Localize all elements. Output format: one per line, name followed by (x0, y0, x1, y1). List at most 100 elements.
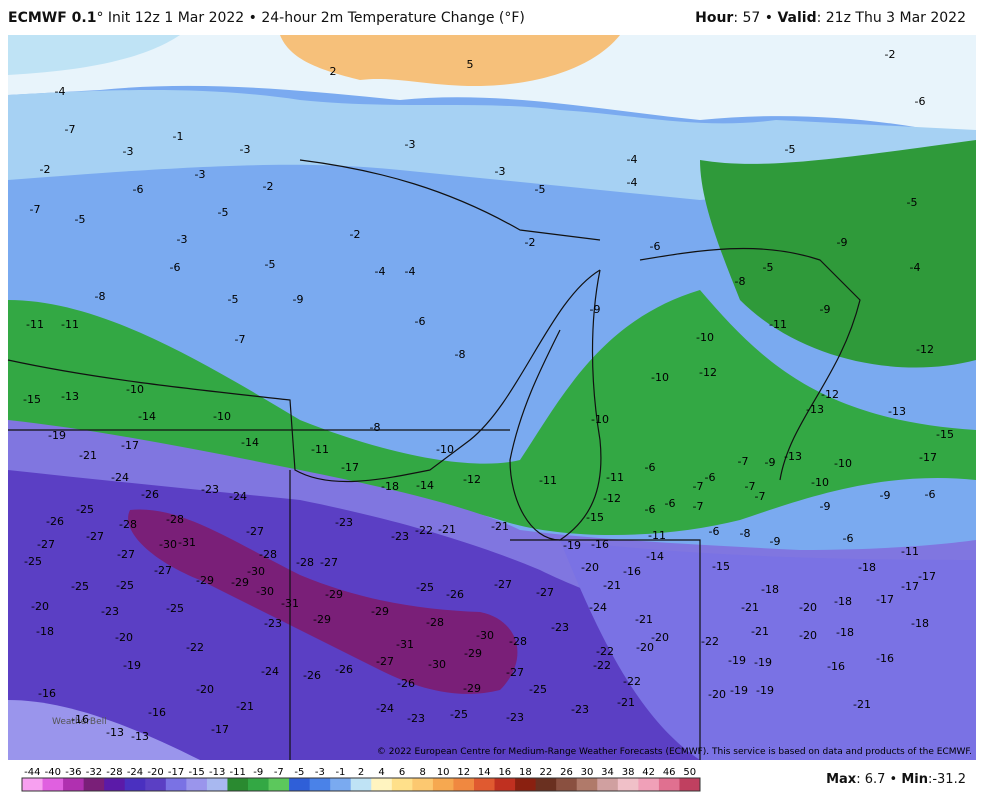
colorbar-swatch (576, 778, 598, 791)
map-value: -18 (911, 617, 929, 630)
map-value: -27 (376, 655, 394, 668)
map-value: -15 (936, 428, 954, 441)
map-value: -3 (123, 145, 134, 158)
map-value: -3 (240, 143, 251, 156)
colorbar-swatch (350, 778, 372, 791)
map-value: -22 (701, 635, 719, 648)
header-right: Hour: 57 • Valid: 21z Thu 3 Mar 2022 (695, 10, 966, 26)
map-value: -31 (281, 597, 299, 610)
map-value: -31 (178, 536, 196, 549)
map-value: -9 (765, 456, 776, 469)
map-value: -23 (264, 617, 282, 630)
map-value: -3 (405, 138, 416, 151)
map-value: -22 (415, 524, 433, 537)
map-value: -16 (38, 687, 56, 700)
colorbar-swatch (658, 778, 680, 791)
map-value: -17 (876, 593, 894, 606)
map-value: -17 (121, 439, 139, 452)
colorbar-swatch (289, 778, 311, 791)
map-value: -9 (880, 489, 891, 502)
map-value: -26 (303, 669, 321, 682)
colorbar-label: 10 (437, 767, 450, 778)
colorbar-swatch (515, 778, 537, 791)
map-value: -6 (650, 240, 661, 253)
colorbar-label: 38 (622, 767, 635, 778)
colorbar-label: 46 (663, 767, 676, 778)
map-value: -26 (335, 663, 353, 676)
colorbar-swatch (124, 778, 146, 791)
map-value: -5 (907, 196, 918, 209)
colorbar-label: -9 (253, 767, 263, 778)
map-value: -3 (195, 168, 206, 181)
boundaries (7, 159, 861, 760)
map-value: -27 (246, 525, 264, 538)
colorbar-swatch (309, 778, 331, 791)
map-value: -15 (712, 560, 730, 573)
map-value: -11 (539, 474, 557, 487)
map-value: -4 (627, 153, 638, 166)
map-value: -15 (586, 511, 604, 524)
colorbar-swatch (679, 778, 701, 791)
map-value: -16 (827, 660, 845, 673)
map-value: -17 (901, 580, 919, 593)
colorbar-swatch (535, 778, 557, 791)
map-value: -11 (648, 529, 666, 542)
map-value: -24 (261, 665, 279, 678)
map-value: -5 (218, 206, 229, 219)
colorbar-label: 42 (642, 767, 655, 778)
valid-label: Valid (777, 10, 817, 26)
map-value: -17 (918, 570, 936, 583)
colorbar-label: -20 (147, 767, 163, 778)
map-value: -20 (708, 688, 726, 701)
map-value: -11 (606, 471, 624, 484)
map-value: -10 (651, 371, 669, 384)
valid-value: : 21z Thu 3 Mar 2022 (816, 10, 966, 26)
colorbar-label: -24 (127, 767, 143, 778)
colorbar-label: -40 (45, 767, 61, 778)
map-value: -15 (23, 393, 41, 406)
map-value: -21 (617, 696, 635, 709)
map-value: -10 (696, 331, 714, 344)
map-value: -7 (65, 123, 76, 136)
colorbar-label: 2 (358, 767, 364, 778)
map-value: -21 (741, 601, 759, 614)
map-value: -22 (623, 675, 641, 688)
map-value: -23 (335, 516, 353, 529)
map-value: -2 (350, 228, 361, 241)
map-value: -21 (491, 520, 509, 533)
map-value: -2 (263, 180, 274, 193)
map-value: -14 (646, 550, 664, 563)
map-value: -4 (627, 176, 638, 189)
map-value: -23 (391, 530, 409, 543)
map-value: -20 (636, 641, 654, 654)
map-value: -26 (446, 588, 464, 601)
map-value: -26 (46, 515, 64, 528)
map-value: -27 (494, 578, 512, 591)
map-value: -12 (699, 366, 717, 379)
map-value: -14 (416, 479, 434, 492)
map-value: -2 (885, 48, 896, 61)
map-value: -1 (173, 130, 184, 143)
map-value: -16 (623, 565, 641, 578)
map-value: -9 (820, 500, 831, 513)
map-value: -27 (117, 548, 135, 561)
colorbar-label: 12 (457, 767, 470, 778)
colorbar-label: 26 (560, 767, 573, 778)
map-value: -10 (436, 443, 454, 456)
title: ° Init 12z 1 Mar 2022 • 24-hour 2m Tempe… (96, 10, 525, 26)
map-value: -28 (426, 616, 444, 629)
map-value: -13 (888, 405, 906, 418)
map-value: -29 (371, 605, 389, 618)
map-value: -11 (61, 318, 79, 331)
map-value: -21 (635, 613, 653, 626)
colorbar-label: -3 (315, 767, 325, 778)
map-value: -26 (141, 488, 159, 501)
colorbar-swatch (412, 778, 434, 791)
map-value: -29 (313, 613, 331, 626)
map-value: -10 (811, 476, 829, 489)
map-value: -6 (705, 471, 716, 484)
colorbar-label: -7 (274, 767, 284, 778)
map-value: -7 (30, 203, 41, 216)
map-value: -28 (119, 518, 137, 531)
